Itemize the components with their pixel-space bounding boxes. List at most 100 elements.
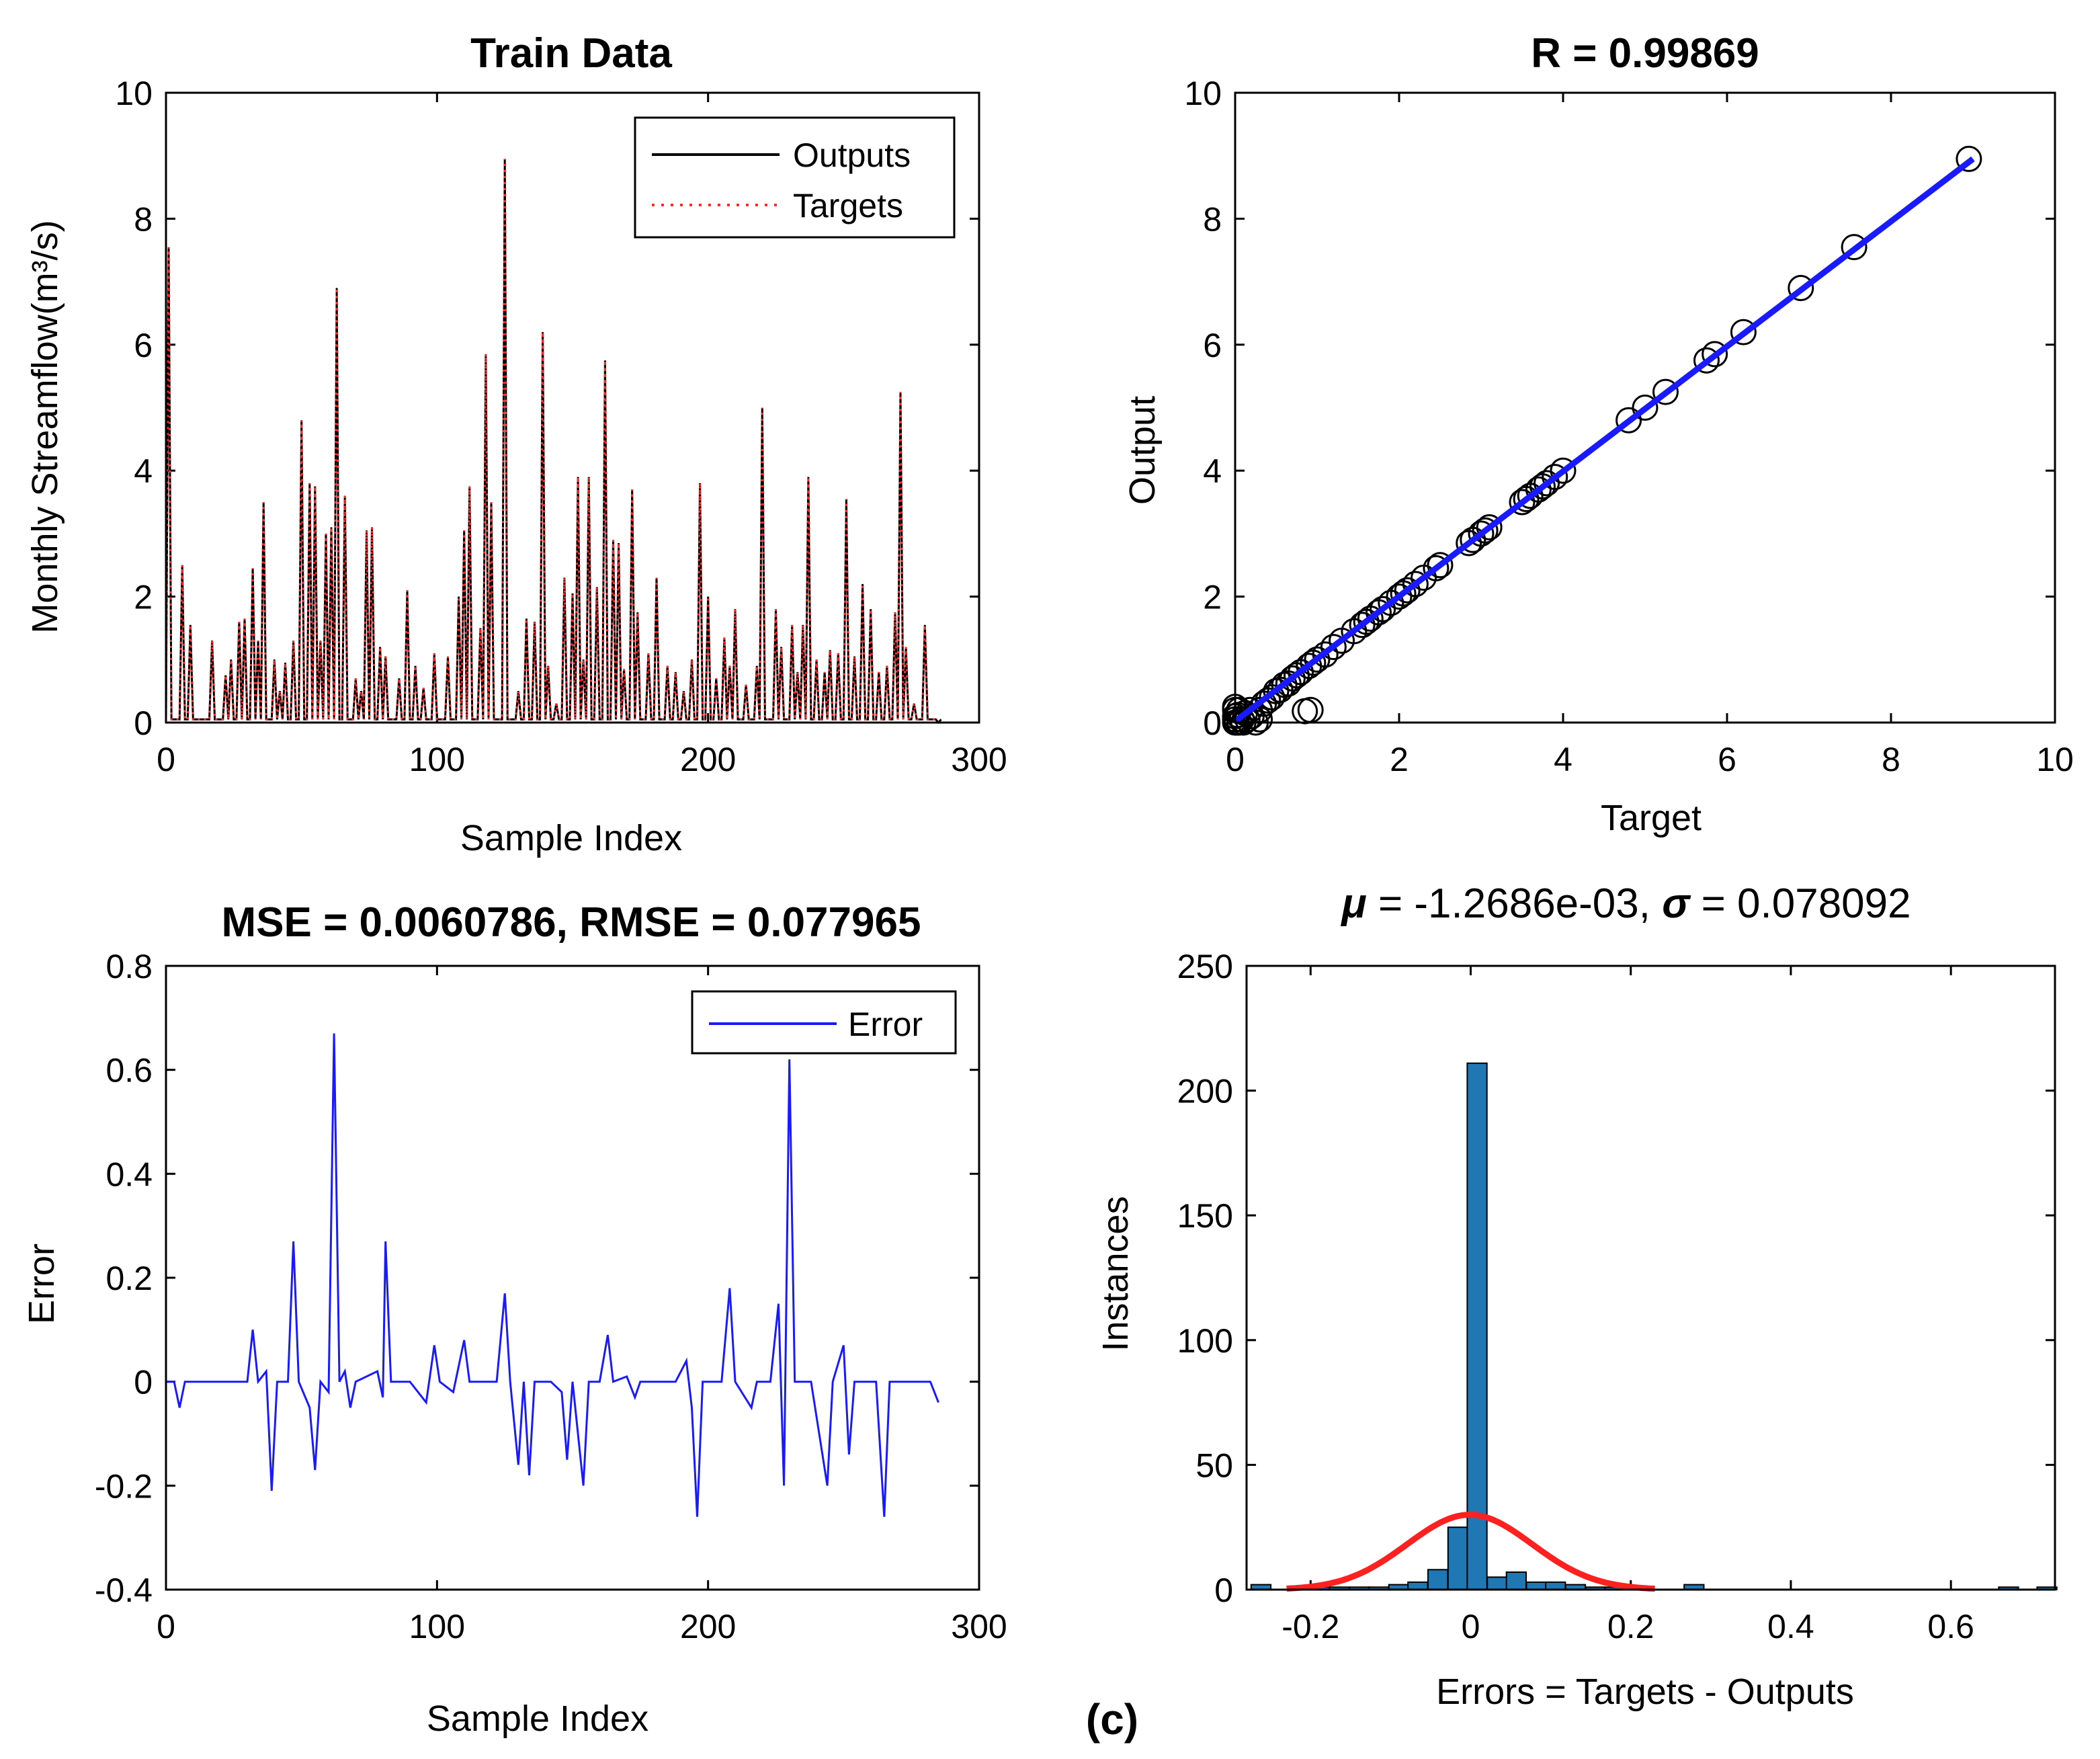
scatter-point xyxy=(1730,319,1757,345)
scatter-point xyxy=(1402,571,1429,598)
y-tick-label: 0 xyxy=(1214,1571,1233,1609)
scatter-point xyxy=(1423,555,1450,581)
y-tick-label: 8 xyxy=(1203,200,1222,238)
x-tick-label: 200 xyxy=(680,741,736,778)
y-tick-label: 0.6 xyxy=(106,1052,153,1090)
x-tick-label: 200 xyxy=(680,1608,736,1645)
y-tick-label: -0.4 xyxy=(95,1571,153,1609)
scatter-point xyxy=(1427,552,1454,579)
x-tick-label: -0.2 xyxy=(1282,1608,1339,1645)
x-tick-label: 0 xyxy=(157,1608,175,1645)
histogram-bar xyxy=(1505,1571,1527,1590)
error-line xyxy=(166,1033,939,1517)
sigma-value: = 0.078092 xyxy=(1689,881,1910,927)
regression-panel: R = 0.99869 0 2 4 6 8 10 0 2 4 6 8 10 Target Output xyxy=(1122,30,2074,838)
error-legend: Error xyxy=(691,990,957,1055)
plot-frame xyxy=(165,965,980,1591)
plot-background xyxy=(166,966,979,1590)
x-tick-label: 0.6 xyxy=(1927,1608,1974,1645)
sigma-symbol: σ xyxy=(1662,881,1691,927)
x-tick-label: 100 xyxy=(409,741,465,778)
error-xlabel: Sample Index xyxy=(427,1699,648,1739)
histogram-bar xyxy=(1407,1581,1429,1590)
regression-ylabel: Output xyxy=(1122,396,1163,505)
y-tick-label: 2 xyxy=(134,579,153,616)
train-data-title: Train Data xyxy=(470,30,672,77)
scatter-point xyxy=(1349,612,1376,639)
scatter-point xyxy=(1279,665,1306,692)
plot-frame xyxy=(165,91,980,724)
histogram-bar xyxy=(1486,1576,1508,1590)
y-tick-label: 150 xyxy=(1177,1197,1233,1235)
y-tick-label: -0.2 xyxy=(95,1467,153,1505)
scatter-point xyxy=(1304,646,1331,673)
y-tick-label: 6 xyxy=(134,327,153,364)
y-tick-label: 50 xyxy=(1195,1446,1233,1484)
scatter-point xyxy=(1247,706,1273,733)
y-tick-label: 0 xyxy=(134,704,153,742)
y-tick-label: 0.2 xyxy=(106,1260,153,1297)
x-tick-label: 8 xyxy=(1882,741,1900,778)
scatter-point xyxy=(1841,234,1867,261)
scatter-point xyxy=(1320,634,1347,661)
error-panel: MSE = 0.0060786, RMSE = 0.077965 0 100 200… xyxy=(22,899,1007,1739)
legend-error-label: Error xyxy=(848,1006,923,1043)
histogram-bar xyxy=(1466,1062,1488,1591)
y-tick-label: 10 xyxy=(1184,75,1222,112)
x-tick-label: 0 xyxy=(1226,741,1245,778)
y-tick-label: 8 xyxy=(134,200,153,238)
regression-title: R = 0.99869 xyxy=(1531,30,1759,77)
figure-label: (c) xyxy=(1086,1695,1138,1744)
histogram-bar xyxy=(1427,1569,1449,1591)
train-data-panel: Train Data 0 100 200 300 0 2 4 6 8 10 Sample Inde… xyxy=(25,30,1007,858)
plot-background xyxy=(1247,966,2055,1590)
plot-frame xyxy=(1245,965,2056,1591)
plot-frame xyxy=(1234,91,2056,724)
y-tick-label: 4 xyxy=(1203,452,1222,490)
y-tick-label: 2 xyxy=(1203,579,1222,616)
scatter-point xyxy=(1632,395,1658,421)
scatter-point xyxy=(1476,514,1503,540)
scatter-point xyxy=(1370,596,1396,622)
x-tick-label: 6 xyxy=(1718,741,1736,778)
fit-line xyxy=(1233,156,1975,724)
mu-symbol: μ xyxy=(1340,881,1366,927)
histogram-bar xyxy=(1545,1581,1566,1590)
error-plot-area: 0 100 200 300 -0.4 -0.2 0 0.2 0.4 0.6 0.8 xyxy=(95,948,1007,1645)
scatter-point xyxy=(1956,145,1982,172)
histogram-title: μ = -1.2686e-03, σ = 0.078092 xyxy=(1340,881,1910,927)
scatter-point xyxy=(1386,583,1413,610)
error-ylabel: Error xyxy=(22,1243,62,1324)
scatter-point xyxy=(1788,275,1814,301)
targets-line xyxy=(165,159,942,725)
regression-xlabel: Target xyxy=(1601,798,1702,838)
scatter-point xyxy=(1652,378,1679,405)
legend-outputs-label: Outputs xyxy=(793,136,911,174)
y-tick-label: 100 xyxy=(1177,1322,1233,1360)
scatter-point xyxy=(1312,641,1339,668)
y-tick-label: 4 xyxy=(134,452,153,490)
train-data-legend-box xyxy=(634,116,956,239)
y-tick-label: 0.4 xyxy=(106,1155,153,1193)
scatter-point xyxy=(1509,489,1536,516)
histogram-bar xyxy=(1447,1526,1469,1590)
y-tick-label: 0 xyxy=(134,1364,153,1401)
train-data-legend: Outputs Targets xyxy=(634,116,956,239)
histogram-ylabel: Instances xyxy=(1095,1196,1136,1351)
x-tick-label: 4 xyxy=(1554,741,1572,778)
histogram-plot-area: -0.2 0 0.2 0.4 0.6 0 50 100 150 200 250 xyxy=(1177,948,2058,1645)
x-tick-label: 0.2 xyxy=(1607,1608,1654,1645)
y-tick-label: 0 xyxy=(1203,704,1222,742)
train-data-ylabel: Monthly Streamflow(m³/s) xyxy=(25,220,65,633)
y-tick-label: 250 xyxy=(1177,948,1233,985)
scatter-point xyxy=(1615,407,1642,434)
scatter-point xyxy=(1468,520,1495,547)
x-tick-label: 0 xyxy=(157,741,175,778)
histogram-xlabel: Errors = Targets - Outputs xyxy=(1436,1672,1854,1712)
normal-fit-curve xyxy=(1286,1512,1655,1592)
x-tick-label: 0 xyxy=(1462,1608,1480,1645)
y-tick-label: 6 xyxy=(1203,327,1222,364)
scatter-point xyxy=(1550,457,1577,484)
legend-targets-label: Targets xyxy=(793,187,903,224)
